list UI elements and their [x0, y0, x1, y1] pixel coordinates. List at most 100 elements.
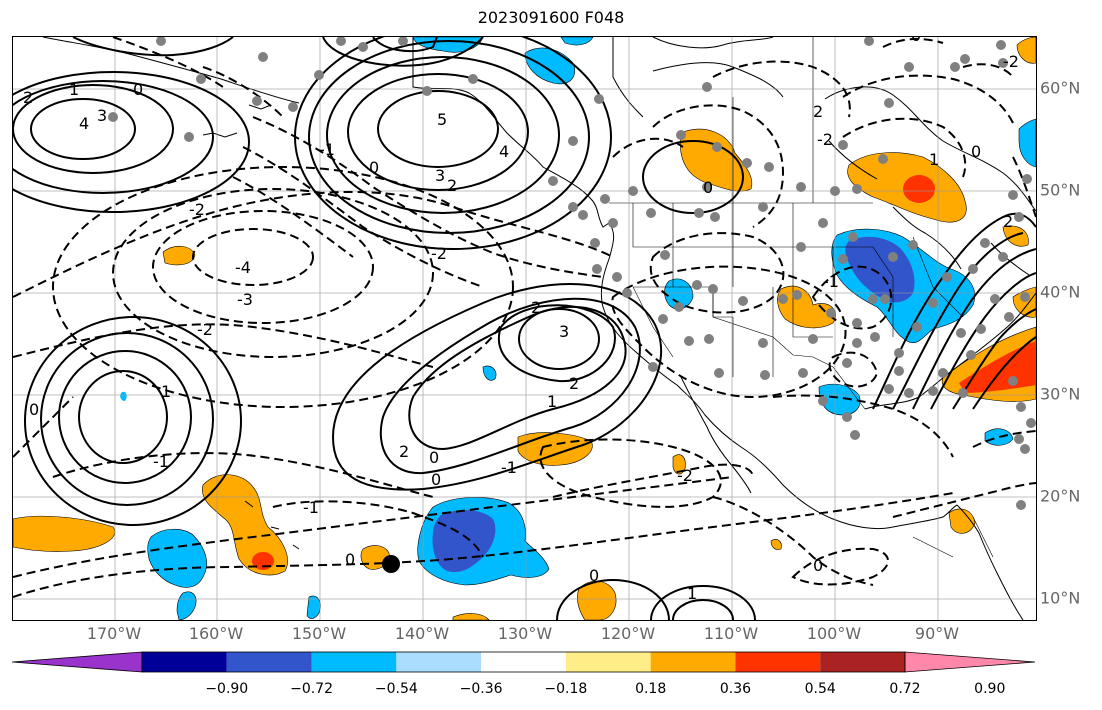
contour-label: 1 [687, 584, 697, 603]
contour-label: 3 [435, 166, 445, 185]
grid-lines [13, 37, 1036, 620]
shaded-regions [13, 37, 1036, 620]
contour-labels: 2 1 0 3 4 5 4 3 2 0 -1 -2 -3 -4 -2 2 3 2… [23, 37, 1019, 603]
negative-anomaly-region [984, 428, 1014, 446]
contour-label: -2 [197, 320, 213, 339]
lon-label: 110°W [703, 624, 759, 643]
contour-label: -3 [237, 290, 253, 309]
positive-anomaly-region [517, 432, 593, 466]
colorbar-tick-label: 0.72 [889, 681, 921, 697]
contour-label: 3 [559, 322, 569, 341]
contour-label: 0 [133, 80, 143, 99]
contour-label: 4 [499, 142, 509, 161]
colorbar-tick-label: −0.36 [459, 681, 503, 697]
colorbar-tick-label: 0.18 [635, 681, 667, 697]
lat-label: 30°N [1040, 384, 1081, 404]
colorbar-tick-label: −0.18 [544, 681, 588, 697]
contour-label: 2 [531, 298, 541, 317]
contour-label: 2 [1003, 212, 1013, 231]
positive-anomaly-region [162, 246, 196, 266]
negative-anomaly-region [147, 528, 207, 588]
contour-label: 0 [369, 158, 379, 177]
strong-negative-region [845, 236, 915, 303]
colorbar-segment [481, 652, 566, 672]
colorbar-tick-label: −0.72 [290, 681, 333, 697]
colorbar-segment [311, 652, 397, 672]
positive-anomaly-region [452, 613, 490, 620]
colorbar-segment [735, 652, 821, 672]
lon-label: 120°W [600, 624, 656, 643]
colorbar-segment [12, 651, 143, 673]
contour-label: 1 [161, 382, 171, 401]
lon-label: 150°W [291, 624, 347, 643]
contour-label: -2 [189, 200, 205, 219]
colorbar-outline [141, 651, 906, 673]
contour-label: -1 [303, 498, 319, 517]
contour-label: -2 [1003, 52, 1019, 71]
contour-label: 0 [345, 550, 355, 569]
contour-label: -1 [823, 272, 839, 291]
positive-anomaly-region [1012, 286, 1036, 318]
positive-anomaly-region [679, 128, 753, 192]
colorbar-segment [226, 652, 312, 672]
contour-label: 0 [431, 470, 441, 489]
negative-anomaly-region [818, 383, 861, 416]
lon-label: 140°W [394, 624, 450, 643]
positive-anomaly-region [672, 454, 686, 475]
contour-label: -2 [431, 244, 447, 263]
colorbar-segment [396, 652, 482, 672]
positive-anomaly-region [948, 508, 976, 534]
colorbar-tick-label: 0.90 [974, 681, 1006, 697]
contour-label: -1 [319, 140, 335, 159]
contour-label: -4 [235, 258, 251, 277]
lat-label: 40°N [1040, 282, 1081, 302]
contour-label: -2 [817, 130, 833, 149]
strong-positive-region [903, 175, 935, 203]
positive-anomaly-region [202, 474, 288, 576]
map-canvas: 2 1 0 3 4 5 4 3 2 0 -1 -2 -3 -4 -2 2 3 2… [13, 37, 1036, 620]
contour-label: 2 [569, 374, 579, 393]
coastlines [42, 37, 1036, 620]
colorbar-segment [904, 651, 1036, 673]
positive-anomaly-region [770, 539, 782, 550]
contour-label: 0 [429, 448, 439, 467]
storm-marker [382, 555, 400, 573]
contour-label: 4 [79, 114, 89, 133]
lon-label: 90°W [914, 624, 960, 643]
map-panel: 2 1 0 3 4 5 4 3 2 0 -1 -2 -3 -4 -2 2 3 2… [12, 36, 1037, 621]
lat-label: 10°N [1040, 588, 1081, 608]
colorbar-tick-label: −0.54 [374, 681, 418, 697]
negative-anomaly-region [120, 391, 127, 401]
contour-label: -1 [153, 452, 169, 471]
negative-anomaly-region [482, 365, 497, 381]
lon-label: 100°W [806, 624, 862, 643]
colorbar-tick-label: 0.36 [719, 681, 752, 697]
station-markers [108, 37, 1036, 510]
colorbar-segment [820, 652, 905, 672]
contour-label: 0 [971, 142, 981, 161]
contour-label: 2 [447, 176, 457, 195]
negative-anomaly-region [306, 595, 321, 619]
lat-label: 50°N [1040, 180, 1081, 200]
contour-label: 5 [437, 110, 447, 129]
lon-label: 130°W [497, 624, 553, 643]
contour-label: -2 [677, 466, 693, 485]
contour-label: 0 [703, 178, 713, 197]
contour-label: 2 [813, 102, 823, 121]
contour-label: 0 [911, 37, 921, 45]
contour-label: 2 [23, 88, 33, 107]
contour-label: 3 [97, 106, 107, 125]
negative-contours [13, 37, 1036, 598]
contour-label: 1 [547, 392, 557, 411]
contour-label: 2 [399, 442, 409, 461]
colorbar-tick-label: 0.54 [804, 681, 836, 697]
colorbar-segment [565, 652, 651, 672]
contour-label: 1 [929, 150, 939, 169]
positive-anomaly-region [1016, 37, 1036, 64]
negative-anomaly-region [524, 47, 575, 85]
contour-label: 0 [29, 400, 39, 419]
positive-anomaly-region [13, 515, 116, 552]
chart-title: 2023091600 F048 [477, 8, 625, 27]
colorbar-segment [650, 652, 736, 672]
lon-label: 160°W [188, 624, 244, 643]
